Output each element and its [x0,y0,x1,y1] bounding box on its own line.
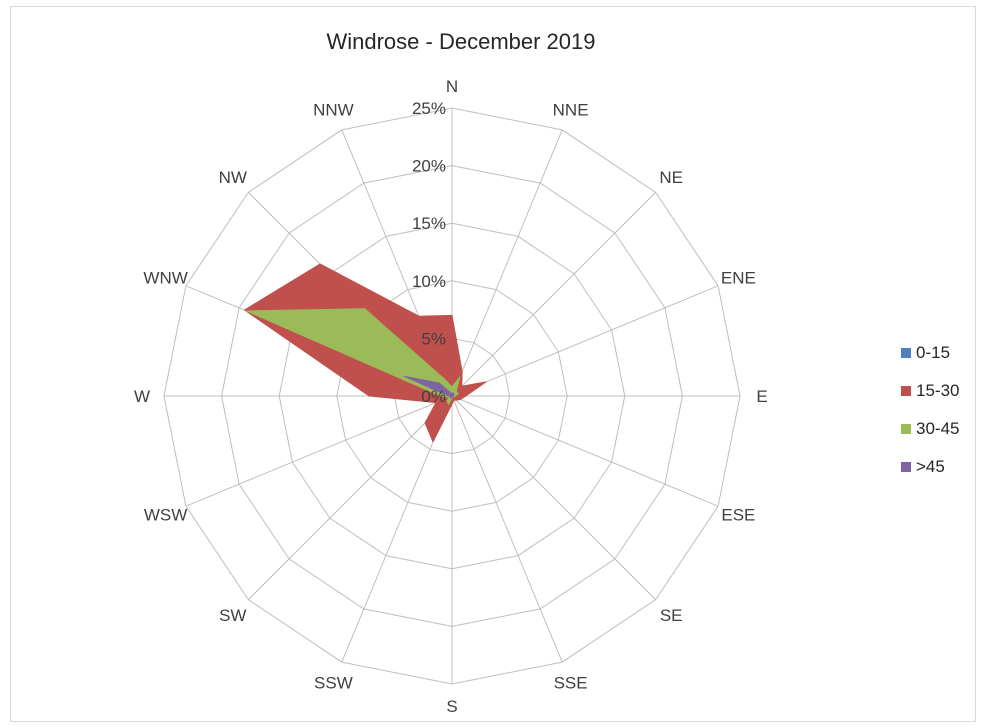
legend-label: >45 [916,457,945,476]
direction-label: NE [659,168,683,187]
direction-label: SSE [554,673,588,692]
radial-tick-label: 15% [412,214,446,233]
chart-area: Windrose - December 2019 0% 5% 10% 15% 20% 25… [10,6,976,722]
direction-label: S [446,697,457,716]
series-45 [403,375,455,399]
direction-label: SW [219,606,246,625]
grid-spoke [451,129,563,397]
direction-label: N [446,77,458,96]
grid-spoke [451,395,563,663]
label-layer: 0% 5% 10% 15% 20% 25%N NNE NE ENE E ESE SE SSE S SSW SW… [134,77,768,716]
radial-tick-label: 0% [421,387,446,406]
legend-swatch [901,348,911,358]
legend-swatch [901,462,911,472]
direction-label: WSW [144,506,187,525]
direction-label: WNW [143,268,187,287]
direction-label: NW [219,168,247,187]
direction-label: NNE [553,101,589,120]
grid-spoke [451,192,656,397]
grid-spoke [451,395,719,507]
radial-tick-label: 10% [412,272,446,291]
chart-title: Windrose - December 2019 [326,29,596,54]
direction-label: SE [660,606,683,625]
direction-label: ESE [721,506,755,525]
direction-label: E [756,387,767,406]
grid-spoke [451,285,719,397]
direction-label: NNW [313,101,354,120]
radar-grid [163,107,741,685]
legend-swatch [901,424,911,434]
series-30-45 [246,308,461,405]
legend-label: 15-30 [916,381,960,400]
legend-item: >45 [901,448,959,486]
legend-item: 0-15 [901,334,959,372]
grid-spoke [451,395,656,600]
grid-spoke [248,395,453,600]
radial-tick-label: 25% [412,99,446,118]
windrose-radar-chart: 0% 5% 10% 15% 20% 25%N NNE NE ENE E ESE SE SSE S SSW SW… [134,77,768,716]
radial-tick-label: 5% [421,329,446,348]
series-layer [244,263,487,443]
direction-label: ENE [721,268,756,287]
legend: 0-15 15-30 30-45 >45 [901,334,959,486]
legend-item: 30-45 [901,410,959,448]
legend-item: 15-30 [901,372,959,410]
grid-spoke [185,395,453,507]
legend-swatch [901,386,911,396]
legend-label: 30-45 [916,419,960,438]
legend-label: 0-15 [916,343,951,362]
direction-label: SSW [314,673,353,692]
direction-label: W [134,387,150,406]
radial-tick-label: 20% [412,157,446,176]
